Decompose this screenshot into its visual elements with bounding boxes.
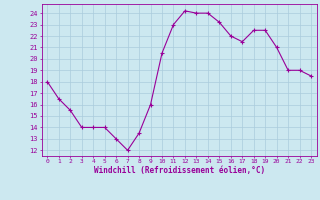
X-axis label: Windchill (Refroidissement éolien,°C): Windchill (Refroidissement éolien,°C) (94, 166, 265, 175)
